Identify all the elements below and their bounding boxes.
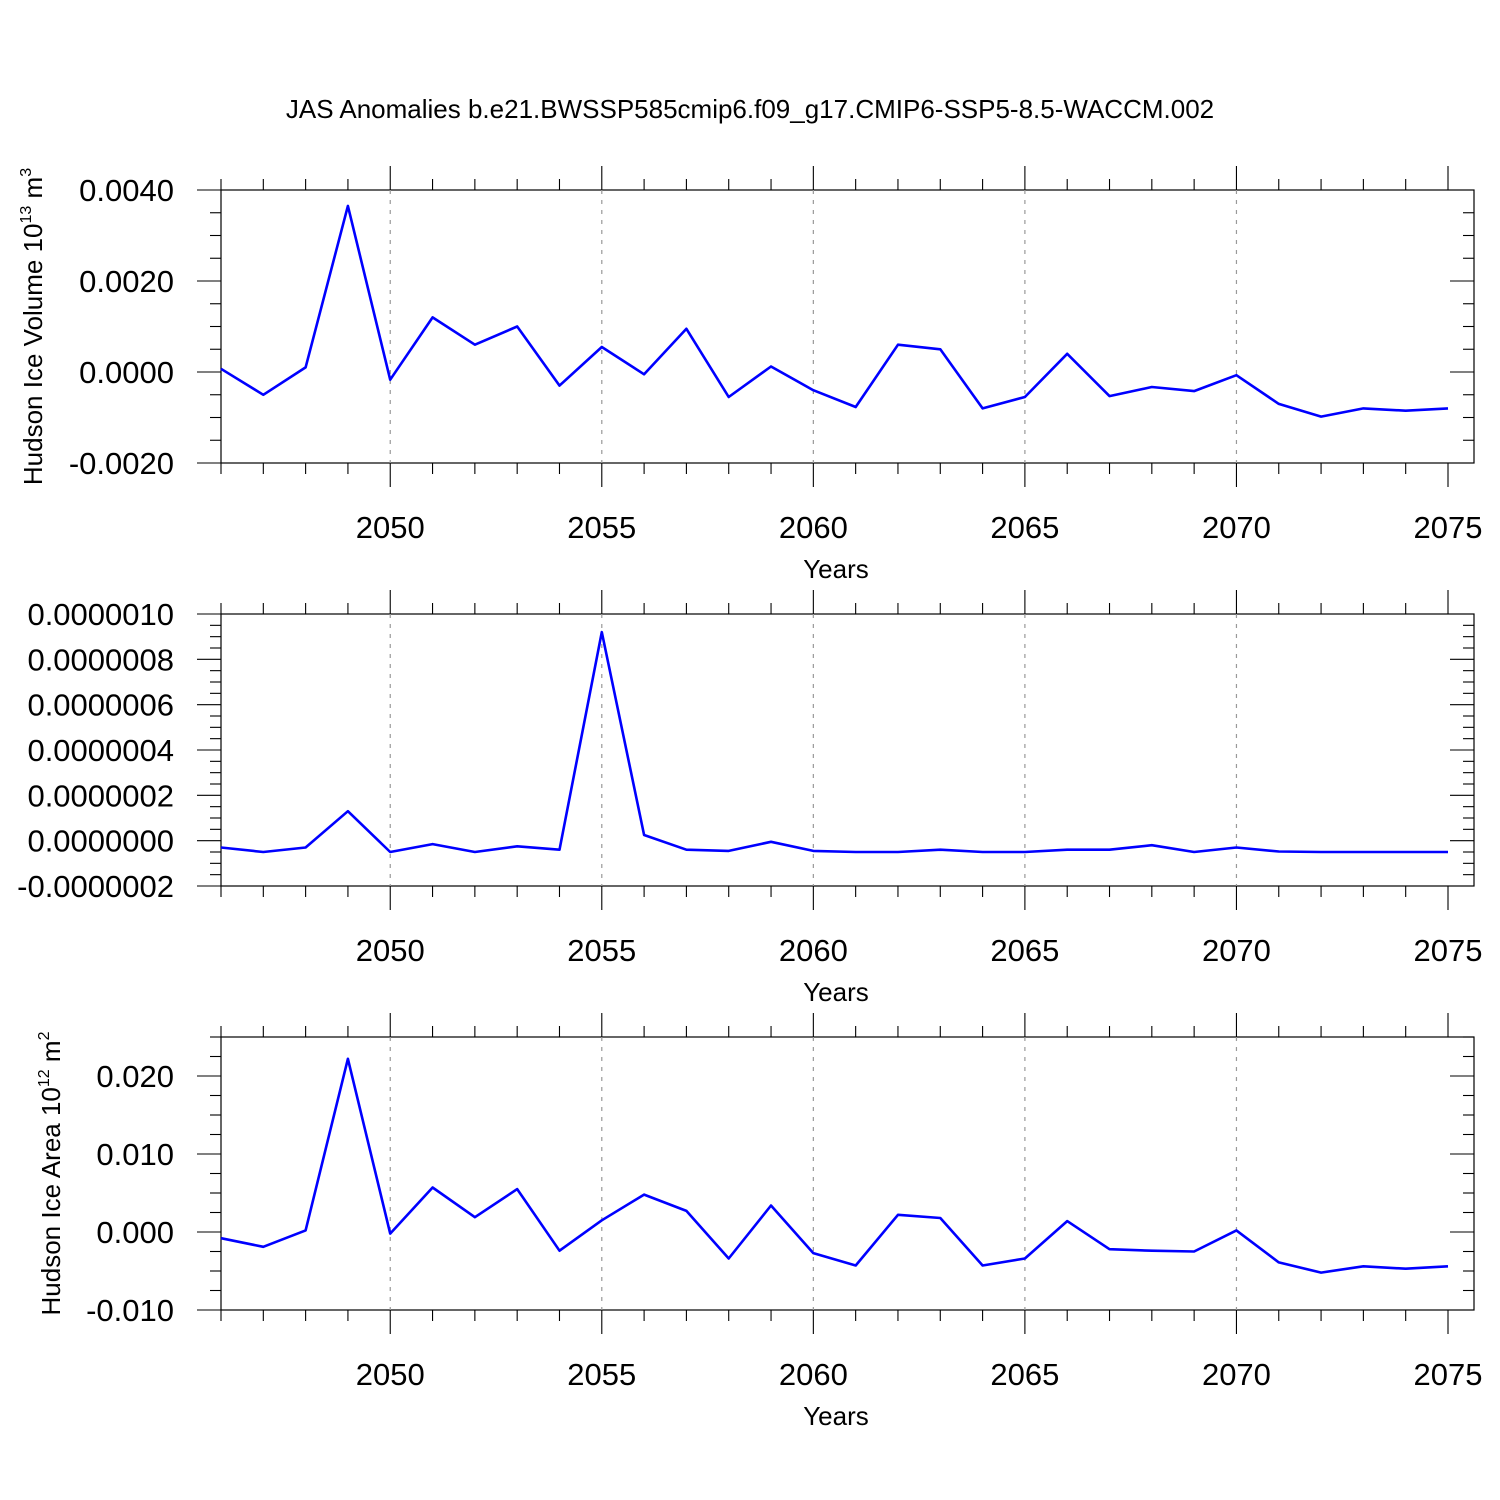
y-tick-label: 0.0000010 [27, 597, 174, 632]
x-tick-label: 2065 [990, 1357, 1059, 1392]
series-line [220, 630, 1448, 854]
x-tick-label: 2070 [1202, 510, 1271, 545]
x-tick-label: 2065 [990, 510, 1059, 545]
y-tick-label: 0.0000004 [27, 733, 174, 768]
plot-frame [220, 1036, 1475, 1311]
x-tick-label: 2075 [1414, 510, 1483, 545]
x-tick-label: 2055 [567, 1357, 636, 1392]
panels: 2050 2055 2060 2065 2070 2075 Years -0.0020 0.00… [17, 166, 1482, 1431]
y-axis-label: Hudson Ice Volume 1013 m3 [18, 168, 48, 485]
panel-3: 2050 2055 2060 2065 2070 2075 Years -0.010 0.000… [36, 1013, 1482, 1431]
y-tick-label: 0.000 [96, 1215, 174, 1250]
y-tick-label: 0.0000000 [27, 824, 174, 859]
x-tick-label: 2075 [1414, 1357, 1483, 1392]
chart-title: JAS Anomalies b.e21.BWSSP585cmip6.f09_g1… [286, 94, 1214, 124]
x-tick-label: 2060 [779, 933, 848, 968]
x-tick-label: 2055 [567, 933, 636, 968]
y-tick-label: -0.0020 [69, 446, 174, 481]
series-line [220, 204, 1449, 418]
y-tick-label: 0.010 [96, 1137, 174, 1172]
y-tick-label: 0.0040 [79, 173, 174, 208]
x-axis-label: Years [803, 554, 869, 584]
x-tick-label: 2070 [1202, 933, 1271, 968]
panel-2: 2050 2055 2060 2065 2070 2075 Years -0.0000002 0… [17, 590, 1482, 1007]
y-tick-label: 0.0000002 [27, 778, 174, 813]
x-tick-label: 2050 [356, 510, 425, 545]
x-tick-label: 2060 [779, 1357, 848, 1392]
x-axis-label: Years [803, 1401, 869, 1431]
y-tick-label: 0.0000 [79, 355, 174, 390]
y-tick-label: -0.010 [86, 1293, 174, 1328]
x-tick-label: 2055 [567, 510, 636, 545]
y-tick-label: 0.0000006 [27, 688, 174, 723]
x-tick-label: 2050 [356, 933, 425, 968]
x-tick-label: 2050 [356, 1357, 425, 1392]
x-tick-label: 2070 [1202, 1357, 1271, 1392]
y-tick-label: -0.0000002 [17, 869, 174, 904]
y-axis-label: Hudson Ice Area 1012 m2 [36, 1031, 66, 1315]
x-tick-label: 2060 [779, 510, 848, 545]
x-tick-label: 2075 [1414, 933, 1483, 968]
plot-frame [220, 613, 1475, 887]
series-line [220, 1057, 1449, 1274]
panel-1: 2050 2055 2060 2065 2070 2075 Years -0.0020 0.00… [18, 166, 1482, 584]
plot-frame [220, 189, 1475, 464]
x-tick-label: 2065 [990, 933, 1059, 968]
y-tick-label: 0.0000008 [27, 642, 174, 677]
y-tick-label: 0.0020 [79, 264, 174, 299]
x-axis-label: Years [803, 977, 869, 1007]
y-tick-label: 0.020 [96, 1059, 174, 1094]
